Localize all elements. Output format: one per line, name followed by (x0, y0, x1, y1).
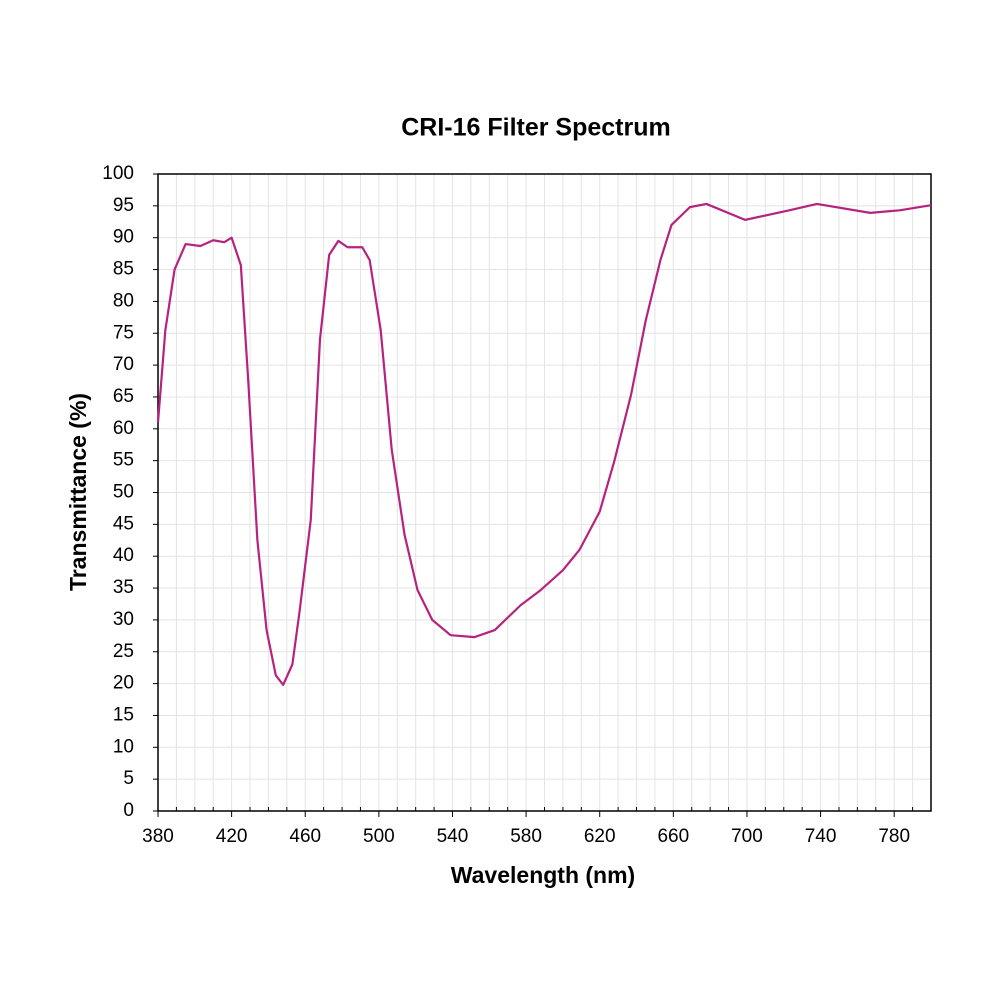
y-tick-label: 70 (113, 354, 134, 375)
chart-title: CRI-16 Filter Spectrum (401, 114, 671, 142)
x-tick-label: 700 (731, 826, 763, 847)
x-tick-label: 500 (363, 826, 395, 847)
y-tick-label: 90 (113, 227, 134, 248)
y-tick-label: 5 (123, 768, 134, 789)
y-tick-label: 85 (113, 259, 134, 280)
x-tick-label: 420 (216, 826, 248, 847)
y-tick-label: 50 (113, 482, 134, 503)
y-tick-label: 0 (123, 800, 134, 821)
y-tick-label: 25 (113, 641, 134, 662)
y-tick-label: 40 (113, 545, 134, 566)
x-tick-label: 460 (289, 826, 321, 847)
y-tick-label: 15 (113, 704, 134, 725)
plot-frame (157, 173, 932, 812)
x-tick-label: 620 (584, 826, 616, 847)
x-tick-label: 780 (878, 826, 910, 847)
y-tick-label: 100 (102, 163, 134, 184)
y-axis-label: Transmittance (%) (65, 393, 91, 591)
y-tick-label: 20 (113, 673, 134, 694)
x-tick-label: 740 (805, 826, 837, 847)
x-tick-label: 540 (437, 826, 469, 847)
y-tick-label: 75 (113, 322, 134, 343)
y-tick-label: 55 (113, 450, 134, 471)
y-tick-label: 35 (113, 577, 134, 598)
y-tick-label: 60 (113, 418, 134, 439)
x-tick-label: 580 (510, 826, 542, 847)
y-tick-label: 30 (113, 609, 134, 630)
x-tick-label: 660 (657, 826, 689, 847)
y-tick-label: 45 (113, 513, 134, 534)
y-tick-label: 95 (113, 195, 134, 216)
x-axis-label: Wavelength (nm) (451, 862, 635, 888)
y-tick-label: 80 (113, 290, 134, 311)
x-tick-label: 380 (142, 826, 174, 847)
data-line (156, 202, 932, 686)
y-tick-label: 10 (113, 736, 134, 757)
y-tick-label: 65 (113, 386, 134, 407)
